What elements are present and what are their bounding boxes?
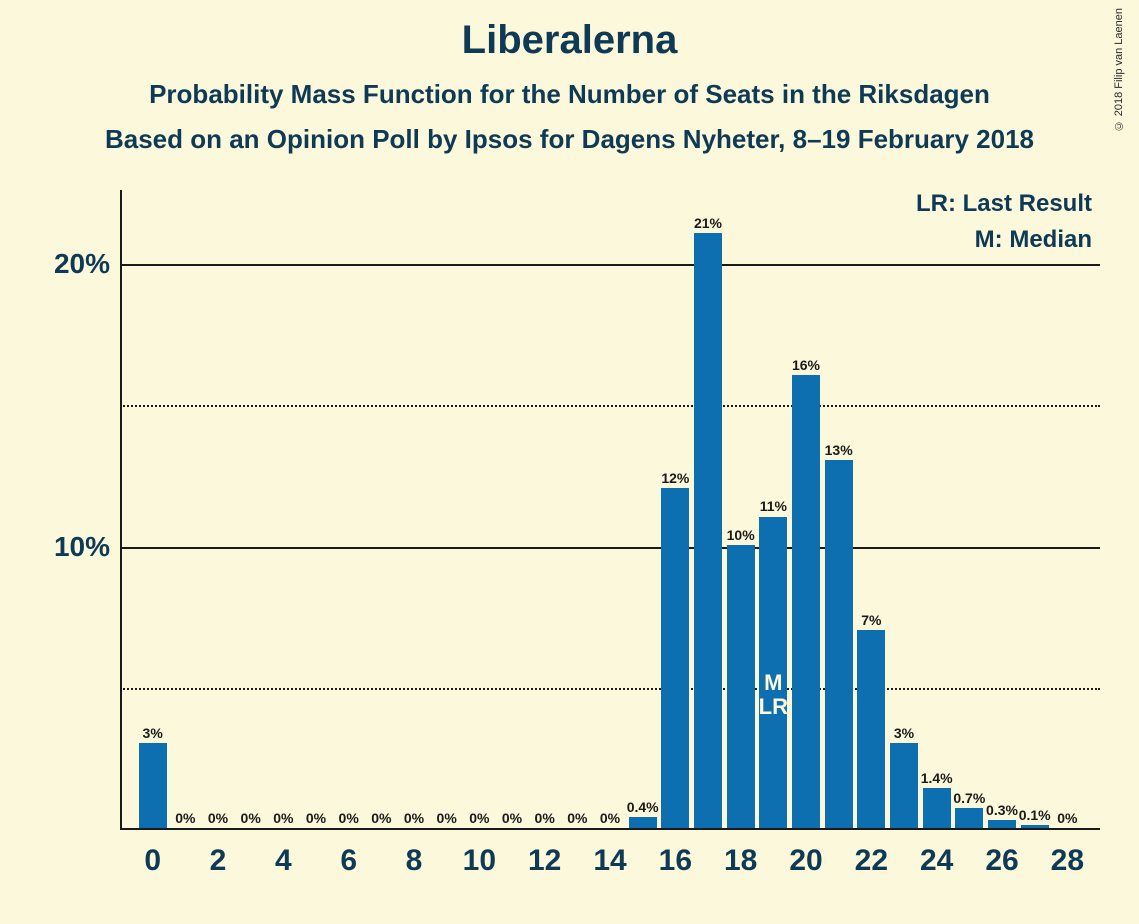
bar-value-label: 7% xyxy=(861,612,881,632)
x-tick-label: 12 xyxy=(515,844,575,878)
y-axis xyxy=(120,190,122,830)
bar-value-label: 0% xyxy=(502,810,522,830)
bar xyxy=(792,375,820,828)
x-tick-label: 24 xyxy=(907,844,967,878)
bar-value-label: 10% xyxy=(727,527,755,547)
bar-value-label: 0% xyxy=(306,810,326,830)
bar-value-label: 0% xyxy=(371,810,391,830)
copyright-text: © 2018 Filip van Laenen xyxy=(1113,8,1125,131)
x-tick-label: 6 xyxy=(319,844,379,878)
bar-value-label: 12% xyxy=(661,470,689,490)
bar-value-label: 0% xyxy=(241,810,261,830)
bar xyxy=(923,788,951,828)
bar-value-label: 0% xyxy=(535,810,555,830)
x-tick-label: 18 xyxy=(711,844,771,878)
bar xyxy=(857,630,885,828)
bar-value-label: 0% xyxy=(469,810,489,830)
title-block: Liberalerna Probability Mass Function fo… xyxy=(0,0,1139,155)
x-tick-label: 14 xyxy=(580,844,640,878)
bar-value-label: 0% xyxy=(208,810,228,830)
grid-major xyxy=(120,264,1100,266)
bar-value-label: 0% xyxy=(273,810,293,830)
grid-minor xyxy=(120,405,1100,407)
y-tick-label: 20% xyxy=(30,248,110,280)
bar-value-label: 0% xyxy=(567,810,587,830)
x-tick-label: 0 xyxy=(123,844,183,878)
y-tick-label: 10% xyxy=(30,531,110,563)
bar-inner-median-lr-label: MLR xyxy=(759,671,788,719)
bar-value-label: 0% xyxy=(339,810,359,830)
x-tick-label: 20 xyxy=(776,844,836,878)
bar-value-label: 0.1% xyxy=(1019,807,1051,827)
bar xyxy=(825,460,853,828)
bar-value-label: 3% xyxy=(143,725,163,745)
bar-value-label: 0.4% xyxy=(627,799,659,819)
plot-area: LR: Last Result M: Median 10%20%02468101… xyxy=(120,190,1100,830)
bar-value-label: 0% xyxy=(600,810,620,830)
bar: MLR xyxy=(759,517,787,829)
chart-subtitle-1: Probability Mass Function for the Number… xyxy=(0,63,1139,110)
bar-value-label: 0% xyxy=(1057,810,1077,830)
x-tick-label: 10 xyxy=(449,844,509,878)
bar xyxy=(955,808,983,828)
chart-subtitle-2: Based on an Opinion Poll by Ipsos for Da… xyxy=(0,110,1139,155)
bar xyxy=(694,233,722,828)
bar-value-label: 0% xyxy=(404,810,424,830)
grid-minor xyxy=(120,688,1100,690)
chart-container: Liberalerna Probability Mass Function fo… xyxy=(0,0,1139,924)
x-tick-label: 4 xyxy=(253,844,313,878)
bar-value-label: 13% xyxy=(825,442,853,462)
bar xyxy=(890,743,918,828)
x-tick-label: 16 xyxy=(645,844,705,878)
x-tick-label: 26 xyxy=(972,844,1032,878)
bar-value-label: 3% xyxy=(894,725,914,745)
bar xyxy=(727,545,755,828)
bar-value-label: 0.7% xyxy=(953,790,985,810)
grid-major xyxy=(120,547,1100,549)
x-tick-label: 8 xyxy=(384,844,444,878)
chart-title: Liberalerna xyxy=(0,0,1139,63)
bar-value-label: 21% xyxy=(694,215,722,235)
bar xyxy=(661,488,689,828)
bar-value-label: 0.3% xyxy=(986,802,1018,822)
legend-m: M: Median xyxy=(916,226,1092,254)
legend: LR: Last Result M: Median xyxy=(916,190,1092,254)
bar-value-label: 11% xyxy=(760,498,787,518)
bar xyxy=(139,743,167,828)
x-tick-label: 2 xyxy=(188,844,248,878)
legend-lr: LR: Last Result xyxy=(916,190,1092,218)
bar-value-label: 0% xyxy=(175,810,195,830)
bar-value-label: 16% xyxy=(792,357,820,377)
bar-value-label: 1.4% xyxy=(921,770,953,790)
x-tick-label: 28 xyxy=(1037,844,1097,878)
x-tick-label: 22 xyxy=(841,844,901,878)
bar-value-label: 0% xyxy=(437,810,457,830)
